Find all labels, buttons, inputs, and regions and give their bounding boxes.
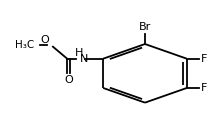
Text: F: F [201, 54, 207, 64]
Text: O: O [41, 35, 50, 45]
Text: N: N [80, 54, 88, 64]
Text: H: H [75, 48, 83, 58]
Text: Br: Br [139, 22, 151, 32]
Text: F: F [201, 83, 207, 93]
Text: H₃C: H₃C [15, 40, 34, 50]
Text: O: O [64, 75, 73, 85]
